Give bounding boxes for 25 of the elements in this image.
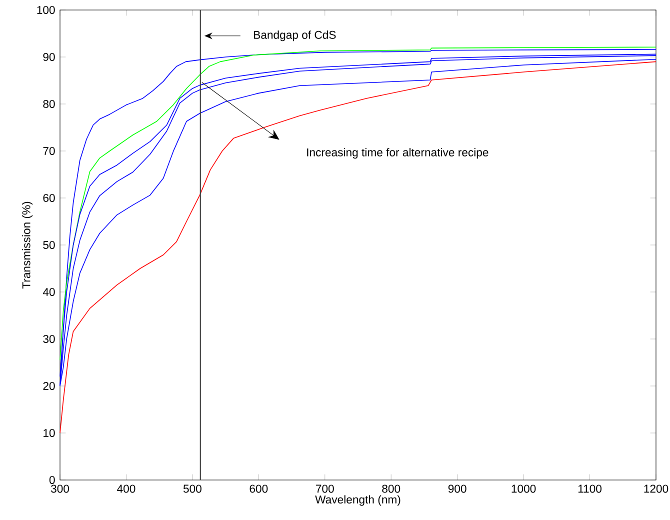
x-tick-label: 600 (250, 484, 268, 493)
x-tick-label: 1200 (644, 484, 668, 493)
y-tick-label: 100 (37, 6, 55, 14)
y-tick-label: 80 (43, 100, 55, 108)
y-tick-label: 20 (43, 382, 55, 390)
x-tick-label: 700 (316, 484, 334, 493)
y-tick-label: 0 (49, 476, 55, 484)
x-tick-label: 500 (183, 484, 202, 493)
y-tick-label: 40 (42, 288, 55, 296)
x-tick-label: 1100 (578, 484, 602, 493)
annotation: Bandgap of CdS (254, 30, 336, 42)
y-tick-label: 50 (43, 240, 55, 249)
y-tick-label: 60 (43, 194, 55, 202)
x-axis-title: Wavelength (nm) (315, 495, 400, 506)
x-tick-label: 800 (382, 484, 400, 493)
x-tick-label: 1000 (512, 484, 536, 493)
y-tick-label: 70 (43, 146, 55, 155)
y-tick-label: 10 (44, 428, 55, 437)
x-tick-label: 300 (50, 484, 70, 493)
x-tick-label: 400 (117, 484, 136, 493)
y-tick-label: 30 (43, 334, 55, 343)
y-tick-label: 90 (43, 52, 55, 61)
annotation: Increasing time for alternative recipe (307, 148, 488, 159)
x-tick-label: 900 (448, 484, 466, 493)
y-axis-title: Transmission (%) (22, 202, 33, 289)
